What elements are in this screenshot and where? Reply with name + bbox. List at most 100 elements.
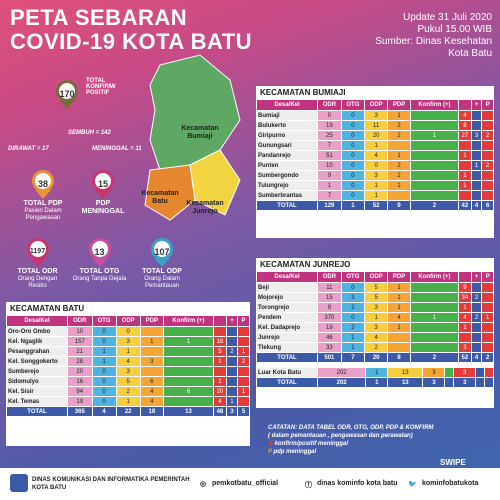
footer-fb[interactable]: dinas kominfo kota batu bbox=[317, 480, 398, 487]
table-cell: 7 bbox=[318, 191, 341, 200]
table-cell: 1 bbox=[214, 357, 226, 366]
table-cell: 1 bbox=[388, 283, 410, 292]
table-cell: 25 bbox=[318, 131, 341, 140]
table-header-cell: OTG bbox=[341, 272, 365, 282]
table-row: Kel. Dadaprejo 19 2 3 1 1 bbox=[257, 323, 493, 332]
table-cell bbox=[226, 377, 238, 386]
table-total-cell: 4 bbox=[471, 353, 482, 362]
table-cell bbox=[471, 283, 482, 292]
table-header-cell bbox=[459, 100, 471, 110]
table-cell bbox=[214, 327, 226, 336]
table-cell bbox=[410, 141, 459, 150]
table-header-cell: ODP bbox=[365, 100, 388, 110]
table-total-cell: 5 bbox=[238, 407, 249, 416]
table-row: Oro-Oro Ombo 10 0 0 bbox=[7, 327, 249, 336]
table-total-cell: 52 bbox=[365, 201, 388, 210]
table-cell bbox=[471, 151, 482, 160]
table-cell bbox=[482, 121, 493, 130]
table-cell: Luar Kota Batu bbox=[257, 368, 317, 377]
table-row: Sumberbrantas 7 0 1 bbox=[257, 191, 493, 200]
table-cell bbox=[459, 191, 471, 200]
table-header-cell: Desa/Kel bbox=[7, 316, 67, 326]
table-cell: 1 bbox=[388, 111, 410, 120]
table-cell: 0 bbox=[341, 171, 365, 180]
table-cell bbox=[410, 343, 459, 352]
table-cell bbox=[140, 367, 163, 376]
table-cell: Oro-Oro Ombo bbox=[7, 327, 67, 336]
pin-pdp-meninggal: 15 PDP MENINGGAL bbox=[78, 170, 128, 216]
table-cell: 2 bbox=[482, 161, 493, 170]
table-cell bbox=[445, 378, 454, 387]
table-total-cell: 1 bbox=[341, 201, 365, 210]
table-cell: Bumiaji bbox=[257, 111, 317, 120]
swipe-label[interactable]: SWIPE bbox=[440, 458, 466, 467]
map-label-bumiaji: Kecamatan Bumiaji bbox=[181, 125, 219, 140]
table-cell: 4 bbox=[388, 313, 410, 322]
table-cell: 2 bbox=[482, 131, 493, 140]
table-row: TOTAL 202 1 13 3 3 bbox=[257, 378, 493, 387]
table-cell bbox=[482, 171, 493, 180]
table-cell: 1 bbox=[366, 368, 388, 377]
table-cell: Gunungsari bbox=[257, 141, 317, 150]
footer-ig[interactable]: pemkotbatu_official bbox=[212, 480, 279, 487]
footer-tw[interactable]: kominfobatukota bbox=[422, 480, 479, 487]
table-total-cell: TOTAL bbox=[257, 353, 317, 362]
table-cell: 3 bbox=[116, 367, 140, 376]
table-cell: Pesanggrahan bbox=[7, 347, 67, 356]
table-cell: 5 bbox=[365, 283, 388, 292]
table-cell bbox=[140, 347, 163, 356]
table-row: Kel. Sisir 94 0 2 4 6 20 1 bbox=[7, 387, 249, 396]
table-row: Junrejo 46 1 4 bbox=[257, 333, 493, 342]
map-svg bbox=[144, 54, 241, 221]
table-cell bbox=[410, 333, 459, 342]
table-cell: 1 bbox=[214, 377, 226, 386]
table-cell bbox=[476, 368, 485, 377]
meninggal-text: MENINGGAL = 11 bbox=[92, 146, 142, 152]
table-total-cell: 2 bbox=[410, 353, 459, 362]
twitter-icon: 🐦 bbox=[408, 481, 417, 488]
table-header-cell: Konfirm (+) bbox=[410, 100, 459, 110]
table-cell: 4 bbox=[140, 397, 163, 406]
table-cell: 2 bbox=[471, 313, 482, 322]
table-total-cell: 3 bbox=[226, 407, 238, 416]
table-cell: 10 bbox=[68, 327, 92, 336]
table-cell: 1 bbox=[318, 181, 341, 190]
table-cell: 1 bbox=[471, 161, 482, 170]
table-header-row: Desa/Kel ODR OTG ODP PDP Konfirm (+) + P bbox=[257, 272, 493, 282]
table-cell bbox=[163, 357, 214, 366]
table-cell: 3 bbox=[423, 368, 445, 377]
table-cell: 0 bbox=[341, 283, 365, 292]
table-cell: 1 bbox=[92, 357, 116, 366]
table-cell: 2 bbox=[116, 387, 140, 396]
table-row: Kel. Songgokerto 28 1 4 3 1 2 bbox=[7, 357, 249, 366]
table-cell: 5 bbox=[214, 347, 226, 356]
table-cell: 3 bbox=[140, 357, 163, 366]
table-cell: 1 bbox=[341, 333, 365, 342]
table-row: Bumiaji 0 0 3 1 4 bbox=[257, 111, 493, 120]
table-cell bbox=[163, 377, 214, 386]
table-cell bbox=[482, 323, 493, 332]
table-cell: Kel. Dadaprejo bbox=[257, 323, 317, 332]
table-cell: 1 bbox=[365, 191, 388, 200]
table-cell: 34 bbox=[459, 293, 471, 302]
table-header-cell: PDP bbox=[388, 272, 410, 282]
table-header-cell bbox=[214, 316, 226, 326]
table-total-cell: 2 bbox=[482, 353, 493, 362]
table-cell: Beji bbox=[257, 283, 317, 292]
table-cell: 0 bbox=[92, 327, 116, 336]
table-total-cell: 4 bbox=[92, 407, 116, 416]
table-cell bbox=[238, 397, 249, 406]
table-row: Kel. Temas 19 0 1 4 4 1 bbox=[7, 397, 249, 406]
table-cell bbox=[471, 323, 482, 332]
table-cell: 4 bbox=[140, 387, 163, 396]
table-cell: 1 bbox=[163, 337, 214, 346]
table-cell: 4 bbox=[214, 397, 226, 406]
table-row: Beji 11 0 5 1 9 bbox=[257, 283, 493, 292]
table-cell: 1 bbox=[459, 171, 471, 180]
table-batu: Desa/Kel ODR OTG ODP PDP Konfirm (+) + P Oro-Oro… bbox=[6, 315, 250, 417]
table-cell: Bulukerto bbox=[257, 121, 317, 130]
table-cell: 0 bbox=[341, 313, 365, 322]
table-cell bbox=[410, 303, 459, 312]
table-cell: 0 bbox=[92, 337, 116, 346]
table-cell bbox=[214, 367, 226, 376]
